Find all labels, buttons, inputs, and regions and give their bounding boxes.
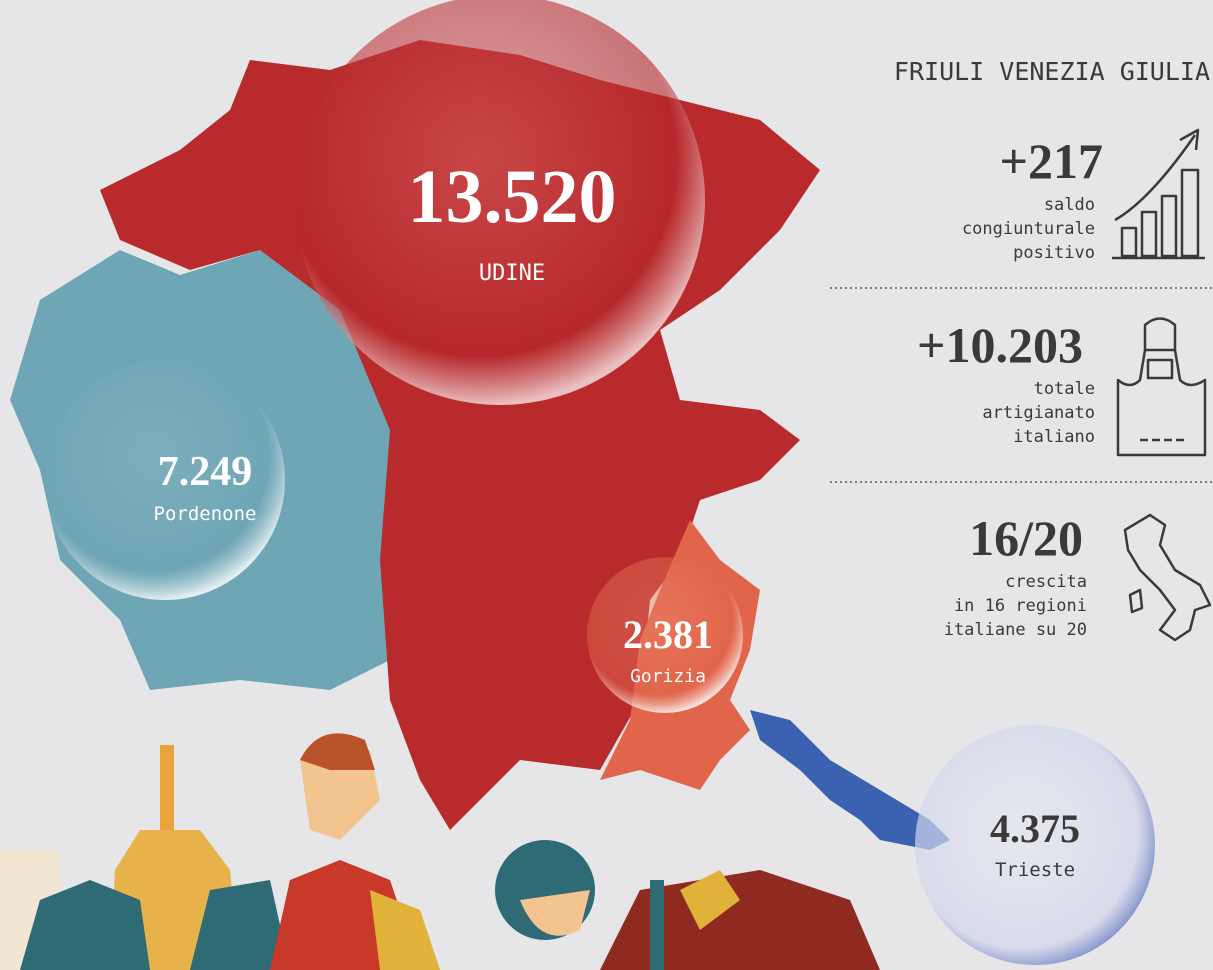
- province-name: Pordenone: [154, 503, 257, 525]
- stat-label: totale: [1034, 379, 1095, 399]
- province-value: 4.375: [990, 806, 1080, 851]
- stat-label: in 16 regioni: [954, 596, 1087, 616]
- bubble: [295, 0, 705, 405]
- bubble: [587, 557, 743, 713]
- bubble: [915, 725, 1155, 965]
- region-trieste: [750, 710, 950, 850]
- province-name: Trieste: [995, 859, 1075, 881]
- stat-label: saldo: [1044, 195, 1095, 215]
- province-value: 2.381: [623, 612, 713, 657]
- stat-label: crescita: [1005, 572, 1087, 592]
- illustration: [0, 733, 880, 970]
- stat-label: positivo: [1013, 243, 1095, 263]
- province-value: 13.520: [408, 155, 617, 239]
- stat-label: artigianato: [982, 403, 1095, 423]
- icon-apron: [1116, 317, 1207, 457]
- province-name: Gorizia: [630, 666, 706, 687]
- province-name: UDINE: [479, 261, 545, 286]
- stat-label: congiunturale: [962, 219, 1095, 239]
- bubble: [45, 360, 285, 600]
- stats: +217 saldo congiunturale positivo +10.203 tot…: [917, 133, 1103, 640]
- stat-value: 16/20: [969, 510, 1083, 566]
- stat-value: +217: [1000, 133, 1104, 189]
- province-value: 7.249: [158, 449, 253, 495]
- stat-label: italiane su 20: [944, 620, 1087, 640]
- icon-chart: [1112, 128, 1205, 260]
- icon-italy: [1123, 513, 1212, 642]
- region-title: FRIULI VENEZIA GIULIA: [894, 57, 1210, 86]
- stat-label: italiano: [1013, 427, 1095, 447]
- bubbles: [45, 0, 1155, 965]
- stat-value: +10.203: [917, 317, 1083, 373]
